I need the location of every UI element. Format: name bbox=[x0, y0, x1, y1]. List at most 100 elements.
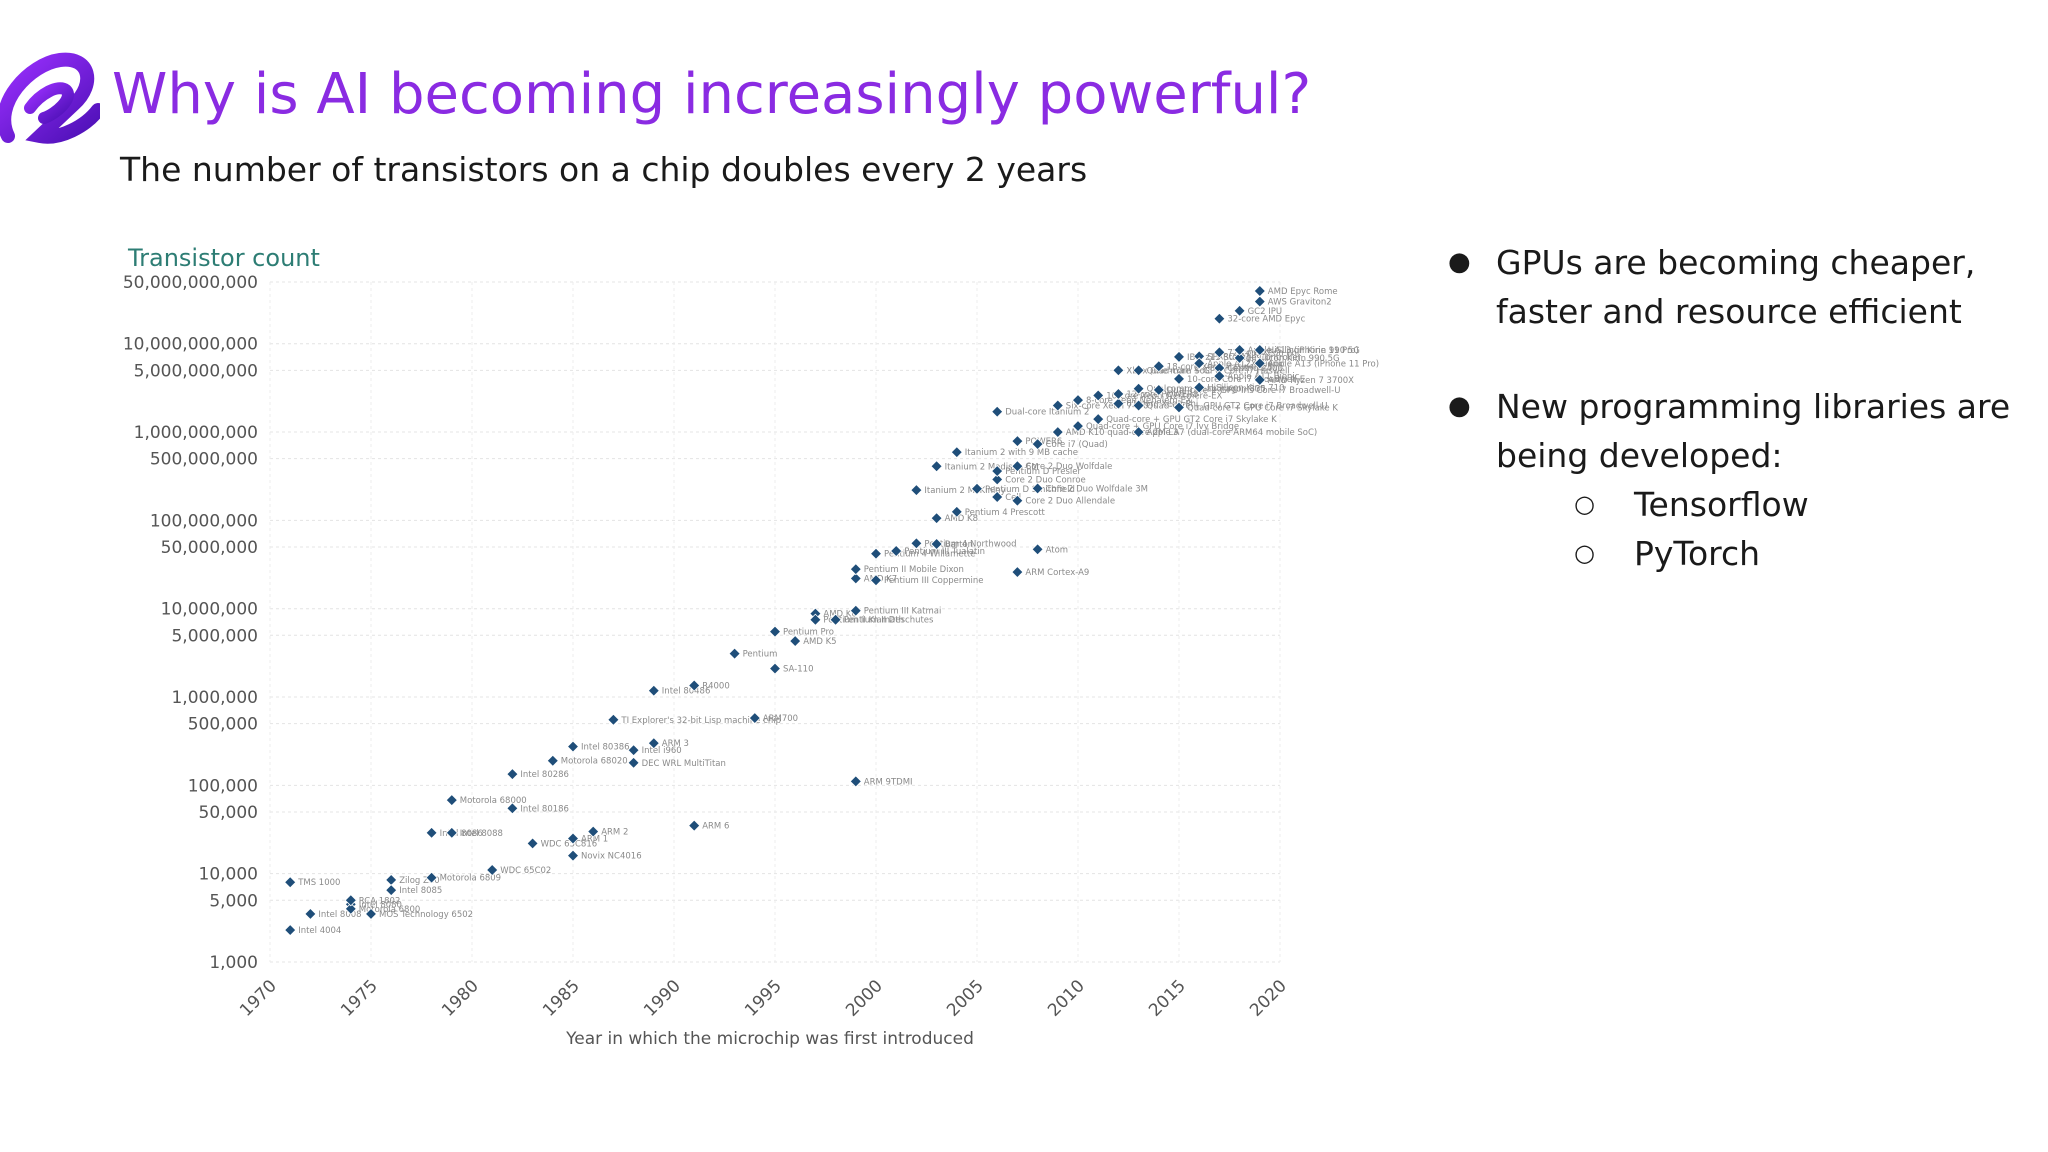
data-point-label: Motorola 6809 bbox=[440, 874, 501, 884]
data-marker bbox=[1172, 350, 1186, 363]
data-point-label: Intel i960 bbox=[642, 746, 682, 756]
sub-bullet-text: PyTorch bbox=[1634, 534, 1761, 573]
data-point: DEC WRL MultiTitan bbox=[627, 756, 726, 769]
data-point-label: Qualcomm Snapdragon 835 bbox=[1147, 385, 1266, 395]
data-point-label: ARM 6 bbox=[702, 822, 729, 832]
data-marker bbox=[566, 849, 580, 862]
data-point: ARM 1 bbox=[566, 832, 608, 845]
hollow-circle-icon: ○ bbox=[1574, 539, 1595, 567]
data-point-label: Quad-core + GPU Core i7 Ivy Bridge bbox=[1086, 422, 1239, 432]
data-point-label: Pentium bbox=[743, 650, 778, 660]
data-marker bbox=[344, 902, 357, 915]
data-point: AMD Epyc Rome bbox=[1253, 284, 1338, 298]
data-marker bbox=[869, 574, 883, 587]
data-point: Qualcomm Snapdragon 835 bbox=[1132, 382, 1266, 395]
data-point-label: Pentium 4 Willamette bbox=[884, 550, 976, 560]
data-point-label: Centriq 2400 bbox=[1227, 364, 1282, 374]
sub-bullet-item: ○ Tensorflow bbox=[1496, 480, 2048, 529]
brand-logo-icon bbox=[0, 52, 100, 144]
data-point-label: 72-core Xeon Phi bbox=[1227, 348, 1299, 358]
data-point-label: MOS Technology 6502 bbox=[379, 910, 473, 920]
x-tick-label: 1985 bbox=[539, 976, 584, 1021]
y-tick-label: 1,000,000,000 bbox=[134, 423, 258, 443]
data-point-label: Intel 80486 bbox=[662, 687, 711, 697]
data-point: Apple A13 (iPhone 11 Pro) bbox=[1233, 343, 1359, 357]
data-marker bbox=[1193, 357, 1206, 370]
x-tick-label: 2010 bbox=[1044, 976, 1089, 1021]
data-point: TI Explorer's 32-bit Lisp machine chip bbox=[607, 713, 781, 726]
data-marker bbox=[1011, 494, 1024, 507]
data-point-label: Motorola 68000 bbox=[460, 796, 527, 806]
data-point: Pentium D Presler bbox=[991, 464, 1081, 478]
data-point: AMD K10 quad-core 2M L3 bbox=[1051, 425, 1179, 439]
data-point: ARM700 bbox=[748, 711, 798, 725]
data-point-label: Pentium III Coppermine bbox=[884, 576, 984, 586]
data-point-label: Intel 8088 bbox=[460, 829, 503, 839]
data-marker bbox=[849, 572, 862, 585]
data-point-label: Intel 8080 bbox=[359, 900, 402, 910]
x-tick-label: 2005 bbox=[943, 976, 988, 1021]
data-marker bbox=[304, 907, 317, 921]
data-marker bbox=[728, 647, 741, 660]
data-point-label: Motorola 6800 bbox=[359, 905, 420, 915]
data-marker bbox=[607, 713, 620, 726]
data-point: 12-core POWER8 bbox=[1112, 387, 1198, 401]
y-tick-label: 1,000,000 bbox=[171, 688, 258, 708]
data-point: ARM Cortex-A9 bbox=[1011, 565, 1089, 579]
data-marker bbox=[930, 512, 943, 525]
data-point: Motorola 6809 bbox=[425, 871, 501, 884]
data-point: Itanium 2 with 9 MB cache bbox=[950, 446, 1078, 459]
data-point-label: AMD K6 bbox=[823, 610, 856, 620]
chart-title: Transistor count bbox=[127, 244, 320, 272]
sub-bullet-text: Tensorflow bbox=[1634, 485, 1809, 524]
data-point: Core 2 Duo Allendale bbox=[1011, 494, 1115, 507]
data-marker bbox=[1253, 343, 1266, 357]
data-point: Pentium 4 Prescott bbox=[950, 505, 1046, 518]
data-marker bbox=[768, 625, 782, 638]
y-tick-label: 5,000 bbox=[209, 891, 258, 911]
data-point: ARM 9TDMI bbox=[849, 775, 913, 788]
data-marker bbox=[546, 754, 559, 767]
data-point-label: Six-core Xeon 7400 bbox=[1066, 401, 1149, 411]
data-point-label: Core 2 Duo Wolfdale 3M bbox=[1046, 484, 1148, 494]
data-point-label: Intel 4004 bbox=[298, 926, 341, 936]
data-point-label: Pentium III Tualatin bbox=[904, 547, 985, 557]
x-tick-label: 1995 bbox=[741, 976, 786, 1021]
data-marker bbox=[1233, 351, 1246, 365]
data-point: SA-110 bbox=[768, 662, 813, 675]
data-marker bbox=[768, 662, 782, 675]
data-point-label: AMD K10 quad-core 2M L3 bbox=[1066, 428, 1179, 438]
y-axis-ticks: 50,000,000,000 10,000,000,000 5,000,000,00… bbox=[123, 273, 258, 973]
data-marker bbox=[1213, 312, 1226, 325]
data-point: Itanium 2 Madison 6M bbox=[930, 460, 1039, 473]
data-point: AWS Graviton2 bbox=[1253, 295, 1332, 308]
y-tick-label: 5,000,000,000 bbox=[134, 361, 258, 381]
data-point: Cell bbox=[991, 490, 1021, 504]
data-point-label: Intel 80386 bbox=[581, 743, 630, 753]
data-point: Atom bbox=[1031, 543, 1068, 556]
data-marker bbox=[1213, 370, 1226, 383]
bullet-item: ● GPUs are becoming cheaper, faster and … bbox=[1436, 238, 2048, 336]
data-point: Intel 80186 bbox=[506, 802, 569, 815]
data-point: R4000 bbox=[688, 679, 730, 692]
data-marker bbox=[950, 446, 963, 459]
data-marker bbox=[506, 768, 519, 781]
data-point-label: WDC 65C02 bbox=[500, 866, 551, 876]
data-point-label: Pentium II Klamath bbox=[823, 616, 904, 626]
data-point-label: Apple A7 (dual-core ARM64 mobile SoC) bbox=[1147, 428, 1318, 438]
y-tick-label: 10,000,000 bbox=[161, 600, 258, 620]
data-marker bbox=[1233, 304, 1246, 317]
data-marker bbox=[1152, 360, 1165, 373]
data-marker bbox=[950, 505, 963, 518]
data-point-label: AWS Graviton2 bbox=[1268, 298, 1332, 308]
data-point: Pentium III Coppermine bbox=[869, 574, 984, 587]
data-point-label: Pentium 4 Prescott bbox=[965, 508, 1046, 518]
data-marker bbox=[1112, 387, 1125, 401]
data-point-label: Pentium 4 Northwood bbox=[924, 539, 1016, 549]
data-marker bbox=[688, 819, 701, 832]
data-marker bbox=[566, 832, 580, 845]
data-point: Pentium 4 Northwood bbox=[910, 537, 1017, 550]
data-point-label: POWER6 bbox=[1025, 437, 1062, 447]
data-point: POWER6 bbox=[1011, 435, 1062, 448]
